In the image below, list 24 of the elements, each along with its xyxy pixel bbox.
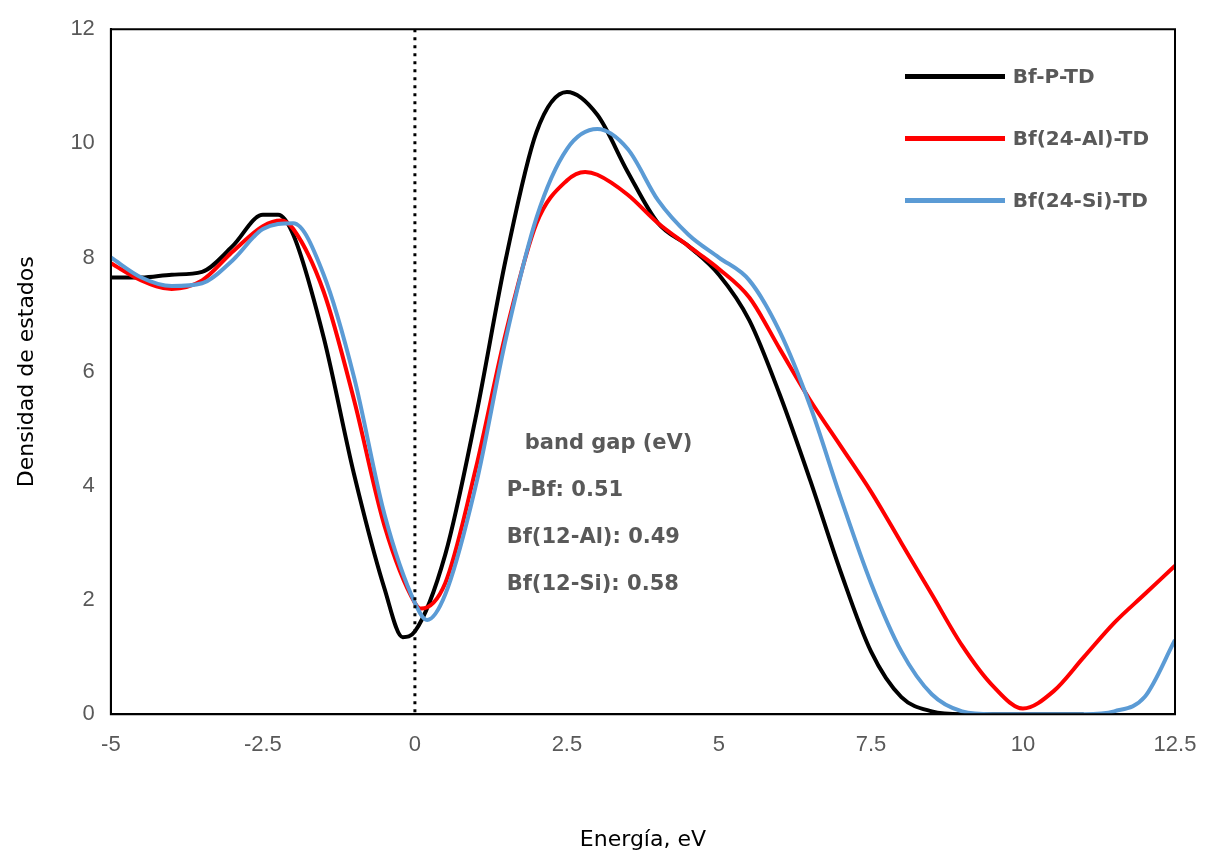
annotation: Bf(12-Al): 0.49 bbox=[506, 524, 680, 549]
annotation: band gap (eV) bbox=[524, 430, 693, 455]
x-axis-title: Energía, eV bbox=[579, 825, 707, 851]
y-tick-label: 12 bbox=[70, 15, 95, 41]
x-tick-label: 5 bbox=[712, 731, 726, 757]
x-tick-label: 2.5 bbox=[551, 731, 583, 757]
legend-label: Bf-P-TD bbox=[1012, 64, 1095, 88]
y-tick-label: 8 bbox=[82, 243, 95, 269]
y-axis-title: Densidad de estados bbox=[12, 256, 38, 488]
y-tick-label: 4 bbox=[82, 471, 95, 497]
annotation: P-Bf: 0.51 bbox=[506, 477, 624, 502]
y-tick-label: 6 bbox=[82, 357, 95, 383]
y-tick-label: 10 bbox=[70, 129, 95, 155]
annotation: Bf(12-Si): 0.58 bbox=[506, 571, 679, 596]
x-tick-label: -5 bbox=[101, 731, 121, 757]
legend-label: Bf(24-Si)-TD bbox=[1012, 188, 1148, 212]
legend-label: Bf(24-Al)-TD bbox=[1012, 126, 1149, 150]
x-tick-label: 12.5 bbox=[1153, 731, 1197, 757]
x-tick-label: 0 bbox=[408, 731, 422, 757]
x-tick-label: 7.5 bbox=[855, 731, 887, 757]
y-tick-label: 0 bbox=[82, 700, 95, 726]
x-tick-label: 10 bbox=[1010, 731, 1036, 757]
x-tick-label: -2.5 bbox=[243, 731, 282, 757]
y-tick-label: 2 bbox=[82, 586, 95, 612]
